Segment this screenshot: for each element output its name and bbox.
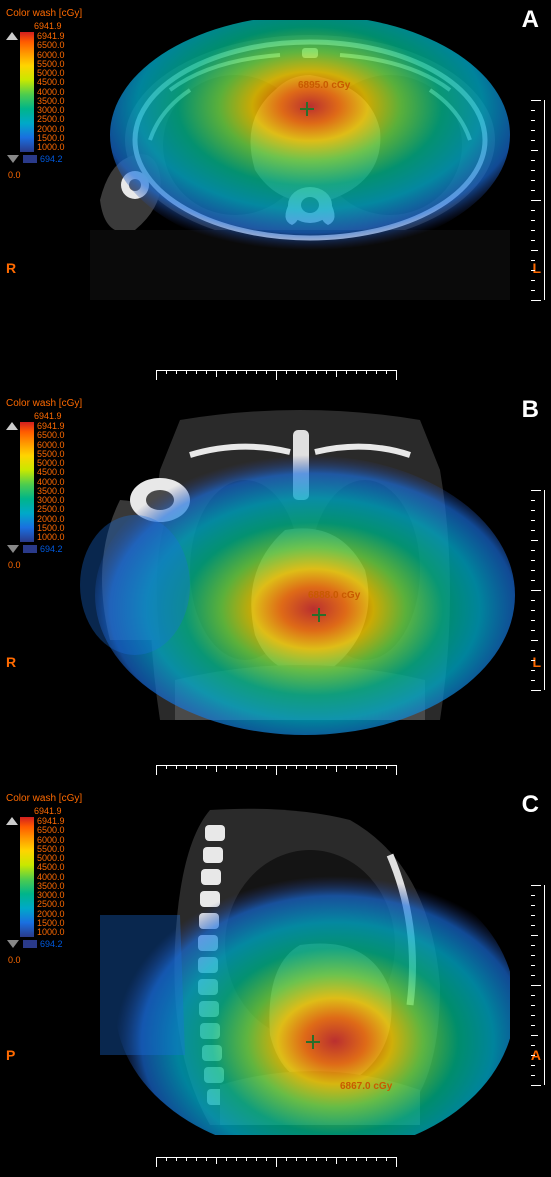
dose-readout-c: 6867.0 cGy — [340, 1081, 392, 1092]
scan-coronal-svg — [80, 410, 520, 740]
legend-b: Color wash [cGy] 6941.9 6941.9 6500.0 60… — [6, 398, 86, 570]
legend-min-swatch — [23, 155, 37, 163]
legend-arrow-up-icon — [6, 422, 18, 430]
panel-label-b: B — [522, 396, 539, 424]
legend-arrow-up-icon — [6, 32, 18, 40]
crosshair-a — [300, 102, 314, 116]
legend-max: 6941.9 — [34, 21, 86, 31]
crosshair-c — [306, 1035, 320, 1049]
panel-c: C — [0, 785, 551, 1177]
dose-readout-a: 6895.0 cGy — [298, 80, 350, 91]
scan-coronal — [80, 410, 520, 740]
legend-arrow-up-icon — [6, 817, 18, 825]
ruler-vertical-b — [531, 490, 545, 690]
ruler-horizontal-a — [156, 370, 396, 384]
crosshair-b — [312, 608, 326, 622]
panel-label-c: C — [522, 791, 539, 819]
ruler-vertical-c — [531, 885, 545, 1085]
scan-axial-svg — [80, 20, 520, 320]
ruler-horizontal-c — [156, 1157, 396, 1171]
panel-b: B — [0, 390, 551, 785]
legend-colorbar — [20, 32, 34, 152]
panel-label-a: A — [522, 6, 539, 34]
orient-left-a: R — [6, 260, 16, 276]
legend-ticks: 6941.9 6500.0 6000.0 5500.0 5000.0 4500.… — [37, 32, 65, 152]
orient-left-c: P — [6, 1047, 15, 1063]
scan-sagittal-svg — [90, 805, 510, 1135]
legend-min: 694.2 — [40, 154, 63, 164]
scan-sagittal — [90, 805, 510, 1135]
legend-arrow-down-icon — [7, 155, 19, 163]
legend-arrow-down-icon — [7, 545, 19, 553]
legend-arrow-down-icon — [7, 940, 19, 948]
legend-a: Color wash [cGy] 6941.9 6941.9 6500.0 60… — [6, 8, 86, 180]
legend-colorbar — [20, 422, 34, 542]
scan-axial — [80, 20, 520, 320]
ruler-horizontal-b — [156, 765, 396, 779]
orient-left-b: R — [6, 654, 16, 670]
legend-title: Color wash [cGy] — [6, 8, 86, 19]
dose-readout-b: 6888.0 cGy — [308, 590, 360, 601]
legend-zero: 0.0 — [8, 170, 86, 180]
ruler-vertical-a — [531, 100, 545, 300]
legend-colorbar — [20, 817, 34, 937]
panel-a: A — [0, 0, 551, 390]
legend-c: Color wash [cGy] 6941.9 6941.9 6500.0 60… — [6, 793, 86, 965]
